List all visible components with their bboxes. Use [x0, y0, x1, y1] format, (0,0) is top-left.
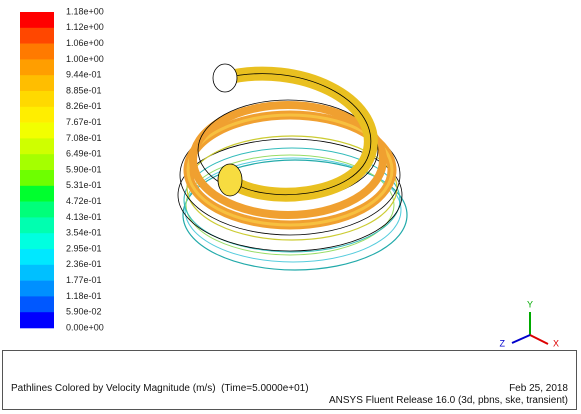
- colorbar-band: [20, 75, 54, 91]
- colorbar-band: [20, 217, 54, 233]
- triad-z: Z: [500, 338, 506, 348]
- colorbar-band: [20, 265, 54, 281]
- colorbar-label: 8.26e-01: [66, 101, 102, 111]
- colorbar-label: 8.85e-01: [66, 85, 102, 95]
- colorbar-band: [20, 44, 54, 60]
- caption: Pathlines Colored by Velocity Magnitude …: [11, 383, 309, 394]
- colorbar-band: [20, 312, 54, 328]
- colorbar-band: [20, 170, 54, 186]
- colorbar-label: 1.18e-01: [66, 291, 102, 301]
- colorbar-label: 4.13e-01: [66, 212, 102, 222]
- colorbar-band: [20, 154, 54, 170]
- colorbar-band: [20, 12, 54, 28]
- colorbar-label: 5.90e-02: [66, 307, 102, 317]
- footer: Pathlines Colored by Velocity Magnitude …: [2, 350, 577, 410]
- colorbar-band: [20, 91, 54, 107]
- axis-triad: Y X Z: [500, 299, 560, 348]
- date: Feb 25, 2018: [509, 383, 568, 394]
- colorbar-band: [20, 296, 54, 312]
- colorbar-label: 3.54e-01: [66, 228, 102, 238]
- colorbar-band: [20, 138, 54, 154]
- colorbar-label: 6.49e-01: [66, 149, 102, 159]
- graphics-view: Y X Z 1.18e+00 1.12e+00 1.06e+00 1.00e+00 9.…: [0, 0, 581, 348]
- triad-x: X: [553, 338, 559, 348]
- colorbar-label: 1.77e-01: [66, 275, 102, 285]
- colorbar-band: [20, 202, 54, 218]
- colorbar-label: 4.72e-01: [66, 196, 102, 206]
- colorbar-label: 7.08e-01: [66, 133, 102, 143]
- colorbar-label: 1.00e+00: [66, 54, 104, 64]
- colorbar-band: [20, 123, 54, 139]
- triad-y: Y: [527, 299, 533, 309]
- colorbar-label: 2.95e-01: [66, 243, 102, 253]
- fluent-window: Y X Z 1.18e+00 1.12e+00 1.06e+00 1.00e+00 9.…: [0, 0, 581, 414]
- colorbar-band: [20, 233, 54, 249]
- colorbar-band: [20, 186, 54, 202]
- colorbar-label: 7.67e-01: [66, 117, 102, 127]
- colorbar-label: 5.31e-01: [66, 180, 102, 190]
- colorbar-label: 1.06e+00: [66, 38, 104, 48]
- colorbar-label: 1.18e+00: [66, 6, 104, 16]
- release: ANSYS Fluent Release 16.0 (3d, pbns, ske…: [329, 395, 568, 406]
- colorbar-label: 9.44e-01: [66, 70, 102, 80]
- colorbar-band: [20, 249, 54, 265]
- colorbar-band: [20, 107, 54, 123]
- colorbar-label: 0.00e+00: [66, 322, 104, 332]
- colorbar-band: [20, 28, 54, 44]
- colorbar-label: 1.12e+00: [66, 22, 104, 32]
- colorbar-label: 5.90e-01: [66, 164, 102, 174]
- spiral: [178, 64, 407, 270]
- colorbar-label: 2.36e-01: [66, 259, 102, 269]
- colorbar-band: [20, 59, 54, 75]
- colorbar-band: [20, 281, 54, 297]
